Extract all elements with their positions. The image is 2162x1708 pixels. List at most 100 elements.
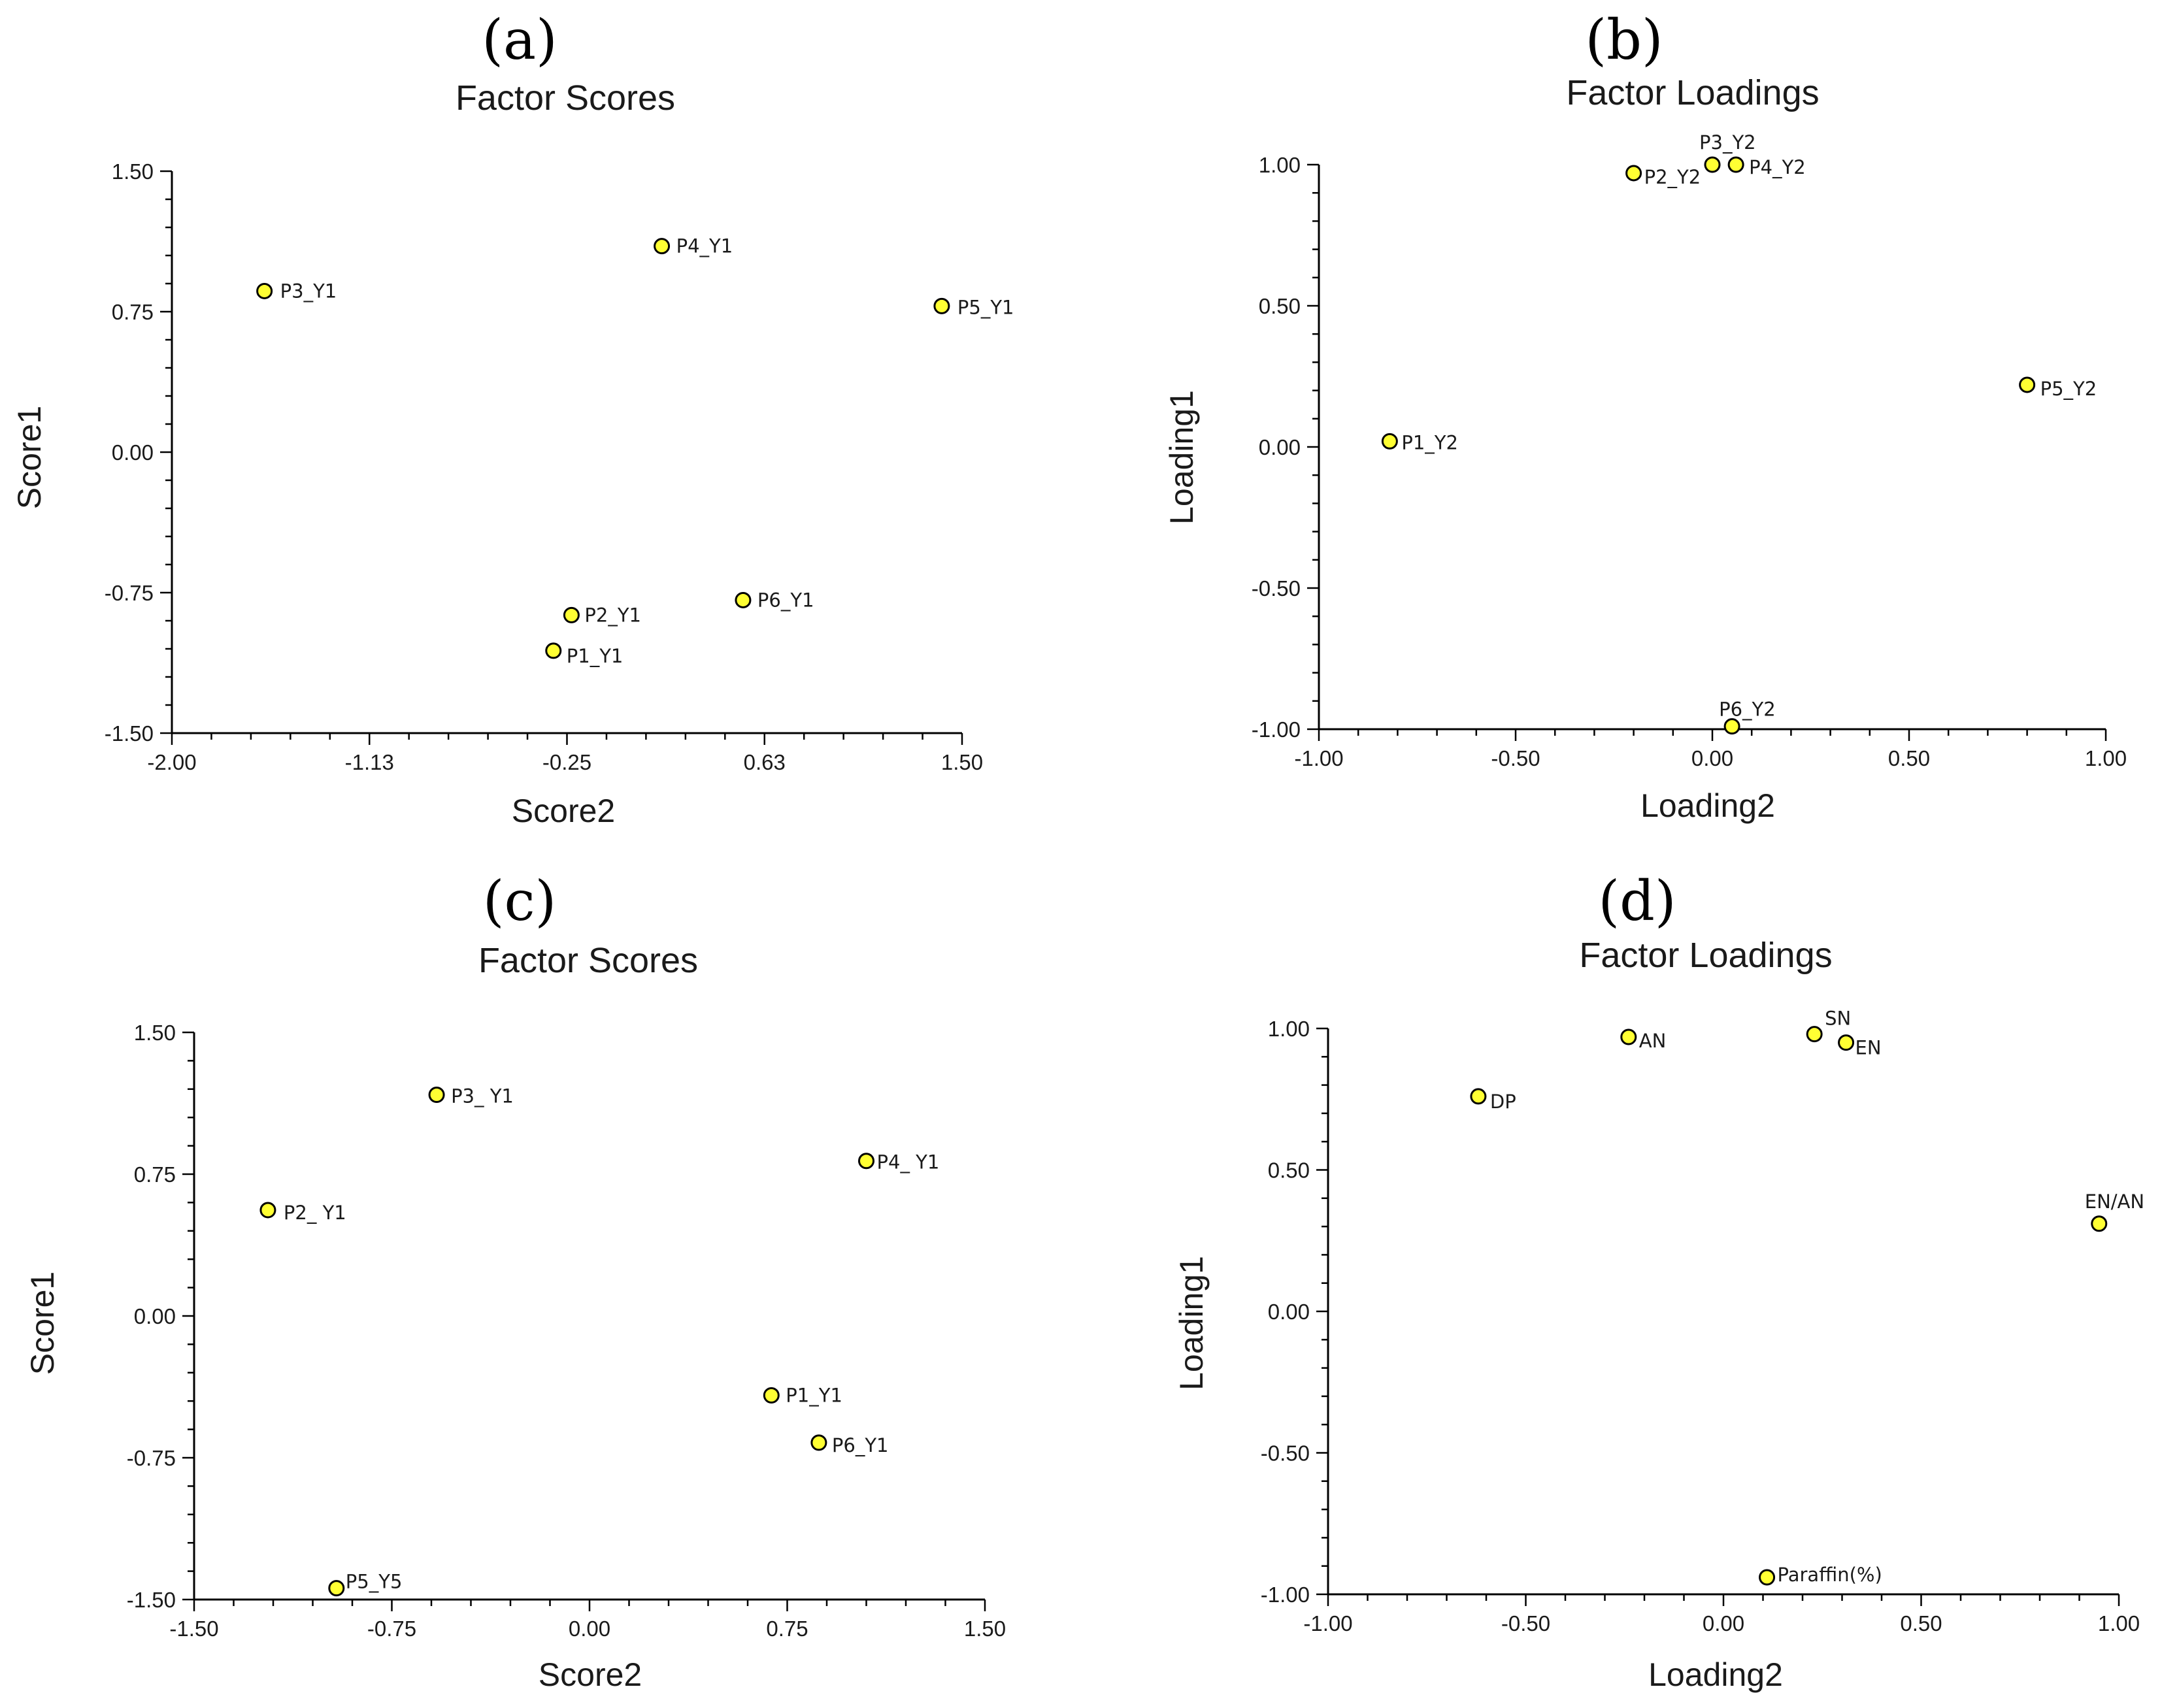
panel-label: (d)	[1598, 869, 1676, 933]
x-tick-label: 1.50	[941, 750, 983, 774]
y-tick-label: 0.00	[112, 440, 154, 465]
data-point	[563, 606, 580, 623]
panel-label: (a)	[482, 8, 557, 72]
x-tick-label: 0.50	[1888, 746, 1930, 770]
x-tick-label: 0.00	[1691, 746, 1733, 770]
x-axis-label: Score2	[539, 1656, 642, 1693]
data-point	[1723, 718, 1740, 735]
y-tick-label: 0.00	[134, 1304, 176, 1328]
data-point	[256, 282, 273, 299]
data-point-label: P6_Y1	[832, 1434, 889, 1456]
data-point-label: P1_Y1	[786, 1385, 842, 1407]
y-tick-label: 1.50	[112, 159, 154, 184]
data-point-label: Paraffin(%)	[1778, 1564, 1882, 1586]
data-point	[858, 1153, 874, 1170]
data-point	[1727, 156, 1744, 173]
data-point-label: SN	[1825, 1008, 1851, 1030]
panel-label: (c)	[483, 869, 557, 933]
y-tick-label: -0.75	[105, 581, 154, 605]
x-tick-label: -1.00	[1303, 1611, 1352, 1635]
y-tick-label: 0.75	[134, 1162, 176, 1187]
data-point	[1806, 1026, 1823, 1043]
data-point-label: P4_ Y1	[877, 1151, 940, 1174]
data-point	[1838, 1034, 1855, 1051]
y-tick-label: -0.50	[1261, 1441, 1310, 1466]
data-point-label: P2_ Y1	[284, 1202, 346, 1224]
data-point-label: AN	[1639, 1030, 1667, 1052]
x-tick-label: -0.50	[1501, 1611, 1550, 1635]
data-point-label: P1_Y2	[1401, 431, 1458, 453]
data-point	[810, 1434, 827, 1451]
data-point-label: DP	[1490, 1091, 1516, 1113]
x-tick-label: -0.25	[542, 750, 591, 774]
x-tick-label: -1.50	[169, 1617, 218, 1641]
data-point-label: P1_Y1	[567, 645, 624, 667]
data-point	[2019, 376, 2036, 393]
data-point	[933, 297, 950, 314]
x-tick-label: 1.50	[964, 1617, 1006, 1641]
x-axis-label: Loading2	[1640, 787, 1775, 824]
chart-title: Factor Loadings	[1566, 73, 1819, 112]
chart-c: (c) Factor Scores Score2 Score1 -1.50 -0.…	[24, 869, 1006, 1693]
x-tick-label: 1.00	[2085, 746, 2127, 770]
y-tick-label: -0.50	[1252, 576, 1301, 600]
data-point-label: P3_Y2	[1699, 131, 1756, 154]
data-point-label: P4_Y1	[676, 235, 733, 257]
data-point-label: P6_Y2	[1719, 698, 1776, 721]
data-point-label: EN/AN	[2085, 1191, 2144, 1213]
y-tick-label: 0.00	[1268, 1300, 1310, 1324]
data-point-label: P3_Y1	[280, 280, 337, 302]
chart-title: Factor Scores	[456, 78, 675, 118]
data-point-label: P4_Y2	[1749, 156, 1806, 178]
y-tick-label: 0.75	[112, 300, 154, 324]
data-point	[1381, 433, 1398, 450]
data-point-label: P5_Y1	[957, 296, 1014, 318]
data-point	[654, 238, 671, 255]
y-tick-label: -0.75	[127, 1446, 176, 1470]
y-tick-label: -1.00	[1252, 717, 1301, 742]
x-tick-label: 0.00	[569, 1617, 610, 1641]
data-point-label: P6_Y1	[757, 589, 814, 611]
x-tick-label: 0.75	[766, 1617, 808, 1641]
data-point	[1470, 1088, 1487, 1105]
data-point	[735, 591, 752, 608]
data-point	[259, 1202, 276, 1219]
x-tick-label: -1.00	[1294, 746, 1343, 770]
data-point	[1620, 1028, 1637, 1045]
y-tick-label: 1.00	[1268, 1017, 1310, 1041]
data-point	[428, 1086, 445, 1103]
x-axis-label: Score2	[512, 793, 615, 829]
y-tick-label: 0.50	[1268, 1158, 1310, 1183]
data-point-label: P2_Y1	[584, 604, 641, 626]
x-tick-label: -2.00	[147, 750, 196, 774]
data-point-label: EN	[1855, 1037, 1882, 1059]
data-point-label: P3_ Y1	[451, 1085, 514, 1107]
y-tick-label: 1.50	[134, 1021, 176, 1045]
y-axis-label: Score1	[24, 1272, 61, 1375]
data-point	[1759, 1569, 1776, 1586]
x-tick-label: 0.50	[1900, 1611, 1942, 1635]
chart-d: (d) Factor Loadings Loading2 Loading1 -1…	[1173, 869, 2144, 1693]
x-tick-label: 0.00	[1703, 1611, 1744, 1635]
chart-title: Factor Scores	[478, 941, 698, 980]
data-point-label: P2_Y2	[1644, 166, 1701, 188]
data-point	[328, 1580, 345, 1597]
data-point	[1625, 165, 1642, 182]
y-tick-label: -1.00	[1261, 1583, 1310, 1607]
panel-label: (b)	[1585, 8, 1663, 72]
x-tick-label: 0.63	[744, 750, 786, 774]
x-tick-label: -1.13	[345, 750, 394, 774]
y-tick-label: 0.00	[1259, 435, 1301, 459]
y-tick-label: 1.00	[1259, 153, 1301, 177]
data-point	[545, 642, 562, 659]
x-tick-label: 1.00	[2098, 1611, 2140, 1635]
y-tick-label: -1.50	[105, 721, 154, 746]
chart-title: Factor Loadings	[1579, 936, 1832, 975]
y-axis-label: Loading1	[1173, 1256, 1210, 1390]
data-point-label: P5_Y2	[2040, 378, 2097, 400]
y-tick-label: 0.50	[1259, 294, 1301, 318]
data-point	[2091, 1215, 2108, 1232]
x-tick-label: -0.75	[367, 1617, 416, 1641]
data-point	[1704, 156, 1721, 173]
